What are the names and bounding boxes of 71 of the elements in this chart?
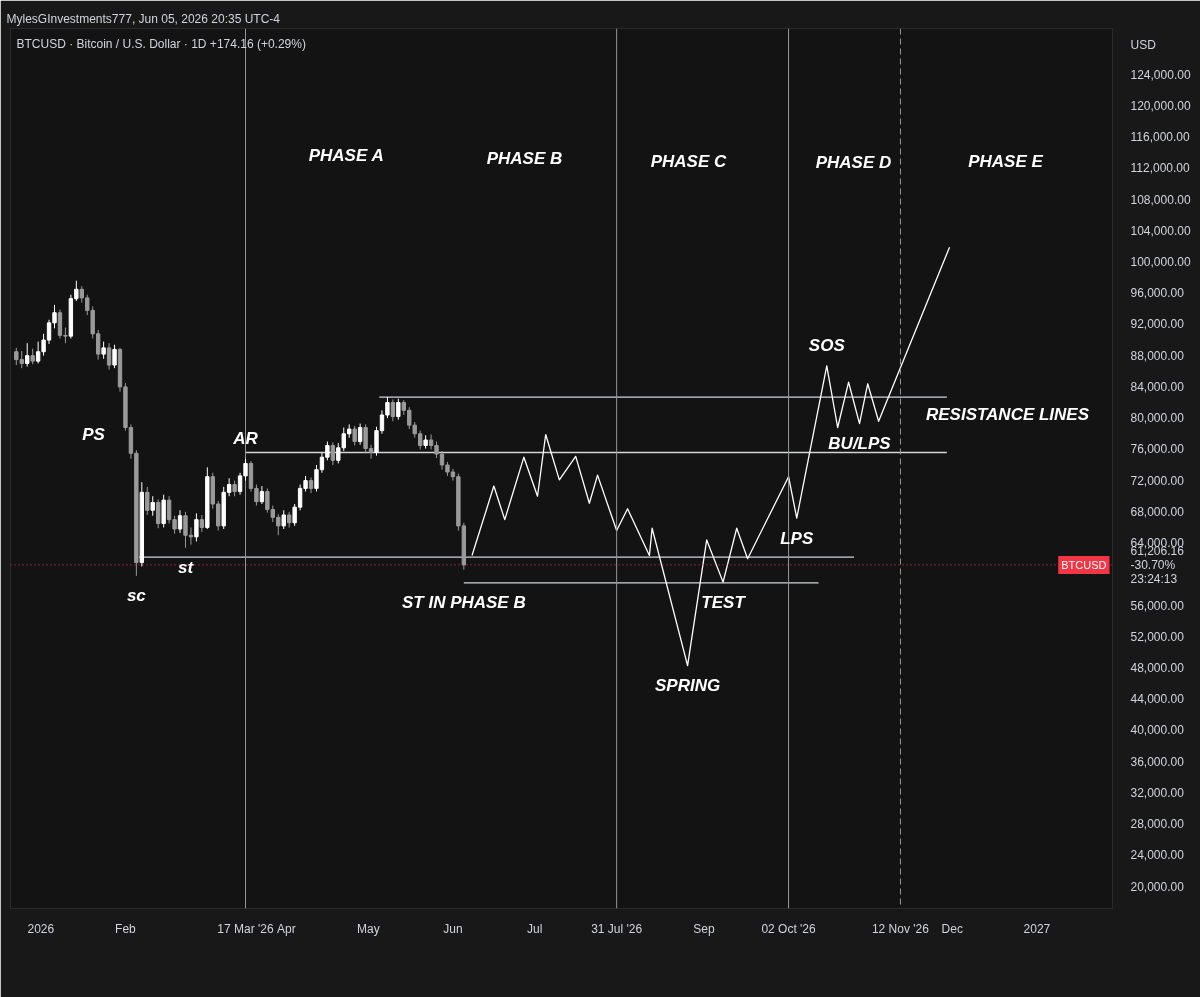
x-tick-label: Jun [443,921,463,936]
y-tick-label: 76,000.00 [1130,442,1185,457]
y-tick-label: 36,000.00 [1130,754,1185,769]
y-tick-label: 80,000.00 [1130,411,1185,426]
annotation: SPRING [655,676,721,696]
y-tick-label: 32,000.00 [1130,785,1185,800]
candlestick [177,509,183,534]
candlestick [156,498,161,529]
candlestick [150,495,155,517]
y-tick-label: 20,000.00 [1130,879,1185,894]
x-tick-label: Sep [693,921,715,936]
y-tick-label: 48,000.00 [1130,661,1185,675]
ref-line-label: 02 Oct '26 [761,921,817,936]
candlestick [352,425,357,446]
annotation: PHASE C [650,152,728,171]
ref-line-label: BTCUSD [1061,558,1107,571]
ref-line-label: 17 Mar '26 [217,921,275,936]
candlestick [390,398,396,422]
x-tick-label: May [356,921,380,936]
annotation: TEST [701,592,747,612]
y-tick-label: 24,000.00 [1130,848,1185,863]
x-tick-label: Dec [941,921,963,936]
ref-line-label: 12 Nov '26 [871,921,930,936]
annotation: PHASE A [308,146,384,165]
candlestick [161,494,166,528]
y-tick-label: 28,000.00 [1130,817,1185,832]
annotation: sc [126,586,147,606]
annotation: RESISTANCE LINES [925,405,1090,424]
y-tick-label: 100,000.00 [1130,254,1191,269]
annotation: ST IN PHASE B [401,593,526,613]
annotation: SOS [808,336,846,356]
candlestick [199,514,205,533]
candlestick [396,398,401,421]
candlestick [112,344,117,369]
annotation: st [177,558,195,578]
x-tick-label: 2026 [27,921,55,936]
annotation: PS [82,425,106,444]
y-tick-label: 104,000.00 [1130,223,1191,238]
annotation: PHASE B [486,149,563,168]
annotation: BU/LPS [828,434,892,454]
y-tick-label: 88,000.00 [1130,348,1185,363]
candlestick [106,342,112,371]
y-tick-label: 112,000.00 [1130,161,1190,176]
y-tick-label: 52,000.00 [1130,629,1185,644]
y-tick-label: 56,000.00 [1130,598,1185,613]
y-tick-label: 124,000.00 [1130,67,1191,82]
ref-line-label: 31 Jul '26 [591,921,643,936]
y-tick-label: 72,000.00 [1130,473,1185,488]
y-tick-label: 120,000.00 [1130,98,1191,113]
x-tick-label: Feb [115,921,137,936]
y-tick-label: 92,000.00 [1130,317,1185,332]
y-tick-label: 68,000.00 [1130,504,1185,519]
candlestick [194,512,199,543]
x-tick-label: Jul [527,921,543,936]
chart-subtitle: MylesGInvestments777, Jun 05, 2026 20:35 UTC-4 [6,11,281,26]
annotation: PHASE D [815,153,892,172]
y-axis-title: USD [1130,37,1157,52]
annotation: PHASE E [968,152,1044,171]
candlestick [330,441,336,466]
x-tick-label: Apr [277,921,296,936]
y-tick-label: 116,000.00 [1130,130,1190,145]
x-tick-label: 2027 [1023,921,1051,936]
y-tick-label: 40,000.00 [1130,723,1185,738]
candlestick [281,509,286,530]
candlestick [357,423,363,446]
y-tick-label: 96,000.00 [1130,286,1185,301]
y-tick-label: 84,000.00 [1130,379,1185,394]
y-tick-label: 44,000.00 [1130,692,1185,707]
y-tick-label: 108,000.00 [1130,192,1191,207]
candlestick [25,342,30,368]
candlestick [145,486,150,516]
